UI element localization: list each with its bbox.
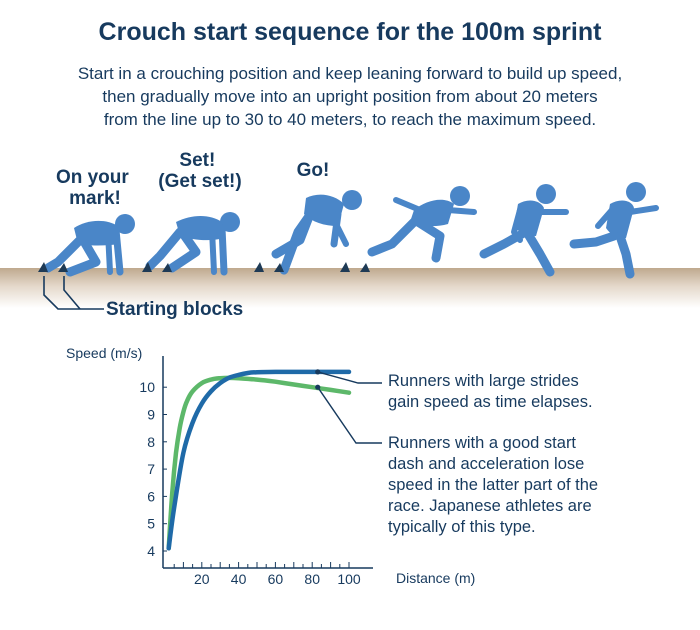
speed-distance-chart: Speed (m/s) Distance (m) 4 5 6 7 8 9 10 20 40 60 8… xyxy=(66,345,475,587)
leader-line-large-strides xyxy=(317,371,382,384)
subtitle: Start in a crouching position and keep l… xyxy=(0,62,700,131)
annotation-large-strides-line-2: gain speed as time elapses. xyxy=(388,393,593,411)
blocks-leader-line-1 xyxy=(43,276,104,310)
annotation-good-start-line-5: typically of this type. xyxy=(388,518,536,536)
series-line-large-strides xyxy=(166,369,352,551)
page-title: Crouch start sequence for the 100m sprin… xyxy=(98,18,602,46)
runner-accelerating xyxy=(367,186,477,263)
y-tick-label-4: 4 xyxy=(147,543,155,559)
marker-large-strides xyxy=(315,369,321,375)
x-tick-label-60: 60 xyxy=(268,571,284,587)
runner-upright xyxy=(569,182,659,279)
blocks-leader-line-2 xyxy=(63,276,81,310)
x-tick-label-40: 40 xyxy=(231,571,247,587)
starting-blocks xyxy=(38,262,370,272)
x-axis-label: Distance (m) xyxy=(396,570,475,586)
starting-blocks-label: Starting blocks xyxy=(106,299,243,320)
annotation-good-start-line-3: speed in the latter part of the xyxy=(388,476,599,494)
leader-line-good-start xyxy=(317,386,382,444)
y-tick-label-8: 8 xyxy=(147,434,155,450)
subtitle-line-2: then gradually move into an upright posi… xyxy=(102,87,598,106)
annotation-large-strides-line-1: Runners with large strides xyxy=(388,372,579,390)
marker-good-start xyxy=(315,384,321,390)
x-tick-label-80: 80 xyxy=(304,571,320,587)
y-tick-label-5: 5 xyxy=(147,516,155,532)
subtitle-line-3: from the line up to 30 to 40 meters, to … xyxy=(103,110,597,129)
y-tick-label-10: 10 xyxy=(139,379,155,395)
x-tick-label-100: 100 xyxy=(337,571,361,587)
y-tick-label-6: 6 xyxy=(147,488,155,504)
annotation-large-strides: Runners with large strides gain speed as… xyxy=(388,371,658,413)
x-tick-label-20: 20 xyxy=(194,571,210,587)
runner-on-your-mark xyxy=(43,214,135,277)
runner-go xyxy=(271,190,362,275)
subtitle-line-1: Start in a crouching position and keep l… xyxy=(77,64,623,83)
runner-rising xyxy=(479,184,569,277)
track-ground xyxy=(0,268,700,308)
annotation-good-start-line-4: race. Japanese athletes are xyxy=(388,497,592,515)
y-tick-label-7: 7 xyxy=(147,461,155,477)
annotation-good-start: Runners with a good start dash and accel… xyxy=(388,433,658,538)
stage-label-go: Go! xyxy=(297,160,330,181)
annotation-good-start-line-2: dash and acceleration lose xyxy=(388,455,585,473)
annotation-good-start-line-1: Runners with a good start xyxy=(388,434,577,452)
y-tick-label-9: 9 xyxy=(147,407,155,423)
stage-label-set: Set! (Get set!) xyxy=(158,150,241,192)
y-axis-label: Speed (m/s) xyxy=(66,345,142,361)
stage-label-on-your-mark: On your mark! xyxy=(56,167,134,209)
series-line-good-start xyxy=(166,375,352,551)
runner-set xyxy=(145,212,240,276)
